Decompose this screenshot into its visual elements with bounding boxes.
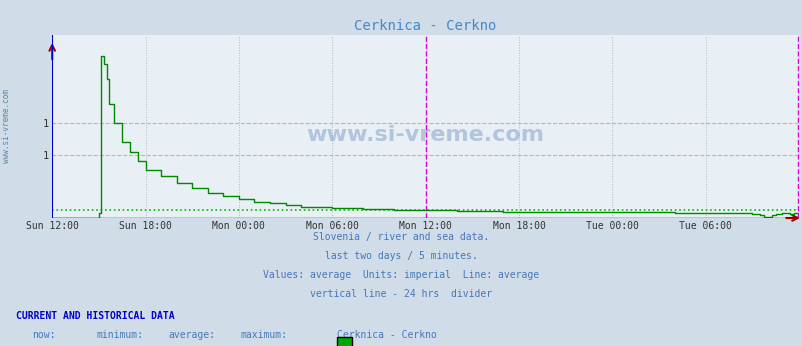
Title: Cerknica - Cerkno: Cerknica - Cerkno — [354, 19, 496, 34]
Text: now:: now: — [32, 330, 55, 340]
Text: last two days / 5 minutes.: last two days / 5 minutes. — [325, 251, 477, 261]
Text: minimum:: minimum: — [96, 330, 144, 340]
Text: www.si-vreme.com: www.si-vreme.com — [2, 89, 11, 163]
Text: vertical line - 24 hrs  divider: vertical line - 24 hrs divider — [310, 289, 492, 299]
Text: www.si-vreme.com: www.si-vreme.com — [306, 126, 544, 145]
Text: average:: average: — [168, 330, 216, 340]
Text: Cerknica - Cerkno: Cerknica - Cerkno — [337, 330, 436, 340]
Text: Slovenia / river and sea data.: Slovenia / river and sea data. — [313, 232, 489, 242]
Text: Values: average  Units: imperial  Line: average: Values: average Units: imperial Line: av… — [263, 270, 539, 280]
Text: CURRENT AND HISTORICAL DATA: CURRENT AND HISTORICAL DATA — [16, 311, 175, 321]
Text: maximum:: maximum: — [241, 330, 288, 340]
